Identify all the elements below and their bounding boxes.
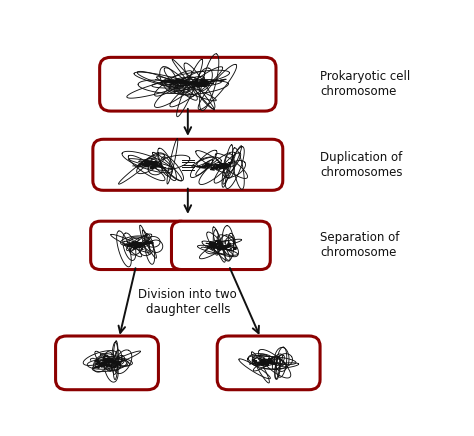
FancyBboxPatch shape	[93, 139, 283, 190]
Text: Division into two
daughter cells: Division into two daughter cells	[138, 289, 237, 317]
FancyBboxPatch shape	[100, 58, 276, 111]
FancyBboxPatch shape	[172, 221, 270, 269]
Text: Duplication of
chromosomes: Duplication of chromosomes	[320, 151, 402, 179]
Text: Prokaryotic cell
chromosome: Prokaryotic cell chromosome	[320, 70, 410, 98]
FancyBboxPatch shape	[55, 336, 158, 390]
Text: Separation of
chromosome: Separation of chromosome	[320, 232, 400, 259]
FancyBboxPatch shape	[217, 336, 320, 390]
FancyBboxPatch shape	[91, 221, 190, 269]
